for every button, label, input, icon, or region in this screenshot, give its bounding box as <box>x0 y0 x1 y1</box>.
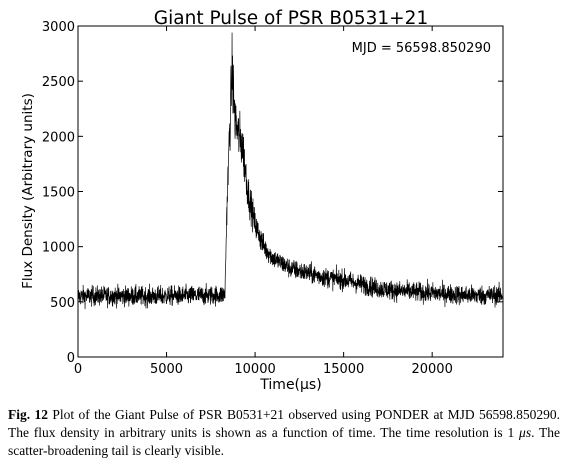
y-tick-label: 2000 <box>42 130 75 145</box>
y-tick-label: 1500 <box>42 186 75 201</box>
x-tick-label: 0 <box>74 362 82 377</box>
y-tick-label: 1000 <box>42 241 75 256</box>
x-tick-label: 5000 <box>150 362 183 377</box>
series-line-0 <box>77 32 504 310</box>
plot-frame <box>77 25 504 358</box>
caption-unit: μs <box>519 425 532 440</box>
figure-label: Fig. 12 <box>8 407 48 422</box>
y-axis-label: Flux Density (Arbitrary units) <box>20 93 36 289</box>
y-tick-label: 500 <box>50 296 75 311</box>
x-tick-label: 10000 <box>234 362 275 377</box>
pulse-chart: Giant Pulse of PSR B0531+21 0 5000 10000 15… <box>20 8 504 393</box>
x-tick-label: 15000 <box>323 362 364 377</box>
mjd-annotation: MJD = 56598.850290 <box>352 41 491 56</box>
y-tick-label: 2500 <box>42 75 75 90</box>
caption-text-2: . The scatter-broadening tail is clearly… <box>8 425 561 458</box>
x-axis-label: Time(μs) <box>259 377 321 393</box>
chart-title: Giant Pulse of PSR B0531+21 <box>154 8 428 29</box>
y-tick-label: 3000 <box>42 20 75 35</box>
caption-text-1: Plot of the Giant Pulse of PSR B0531+21 … <box>8 407 561 440</box>
x-tick-label: 20000 <box>411 362 452 377</box>
figure-caption: Fig. 12 Plot of the Giant Pulse of PSR B… <box>8 406 560 460</box>
y-tick-label: 0 <box>67 351 75 366</box>
